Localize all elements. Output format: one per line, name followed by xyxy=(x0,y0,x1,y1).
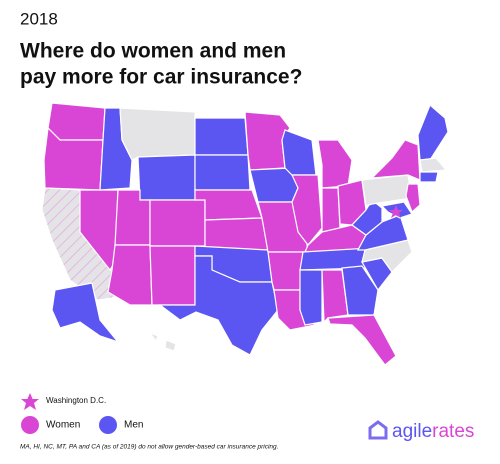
logo: agilerates xyxy=(368,420,474,442)
state xyxy=(149,199,206,247)
legend-label: Men xyxy=(124,420,143,431)
logo-part: agile xyxy=(392,421,432,442)
state xyxy=(164,339,177,352)
state xyxy=(47,102,106,141)
title: pay more for car insurance? xyxy=(20,66,302,89)
state xyxy=(417,103,449,161)
state xyxy=(317,139,353,189)
state xyxy=(361,174,413,207)
state xyxy=(419,171,439,183)
us-map xyxy=(41,102,449,366)
state xyxy=(370,139,421,181)
state xyxy=(119,107,196,161)
legend-swatch xyxy=(21,416,39,434)
state xyxy=(194,189,263,221)
legend-star xyxy=(21,393,39,410)
state xyxy=(299,269,323,326)
legend-label: Washington D.C. xyxy=(46,396,106,405)
state xyxy=(194,117,249,156)
logo-part: rates xyxy=(432,421,474,442)
state xyxy=(351,199,383,236)
state xyxy=(281,129,317,176)
state xyxy=(321,269,349,324)
state xyxy=(204,217,269,251)
state xyxy=(149,245,196,306)
footnote: MA, HI, NC, MT, PA and CA (as of 2019) d… xyxy=(20,444,279,451)
state xyxy=(405,183,421,214)
state xyxy=(341,265,379,316)
state xyxy=(148,331,159,343)
dc-star xyxy=(389,205,403,218)
state xyxy=(267,251,304,291)
state xyxy=(321,187,341,233)
year: 2018 xyxy=(20,9,58,28)
state xyxy=(419,157,448,173)
state xyxy=(137,154,196,201)
state xyxy=(158,255,279,356)
logo-icon xyxy=(368,420,388,440)
state xyxy=(194,154,251,191)
legend-swatch xyxy=(99,416,117,434)
state xyxy=(51,282,120,344)
state xyxy=(327,314,397,366)
legend-label: Women xyxy=(46,420,80,431)
logo-text: agilerates xyxy=(392,421,474,442)
state xyxy=(107,244,153,306)
state xyxy=(291,174,323,246)
title: Where do women and men xyxy=(20,40,286,63)
